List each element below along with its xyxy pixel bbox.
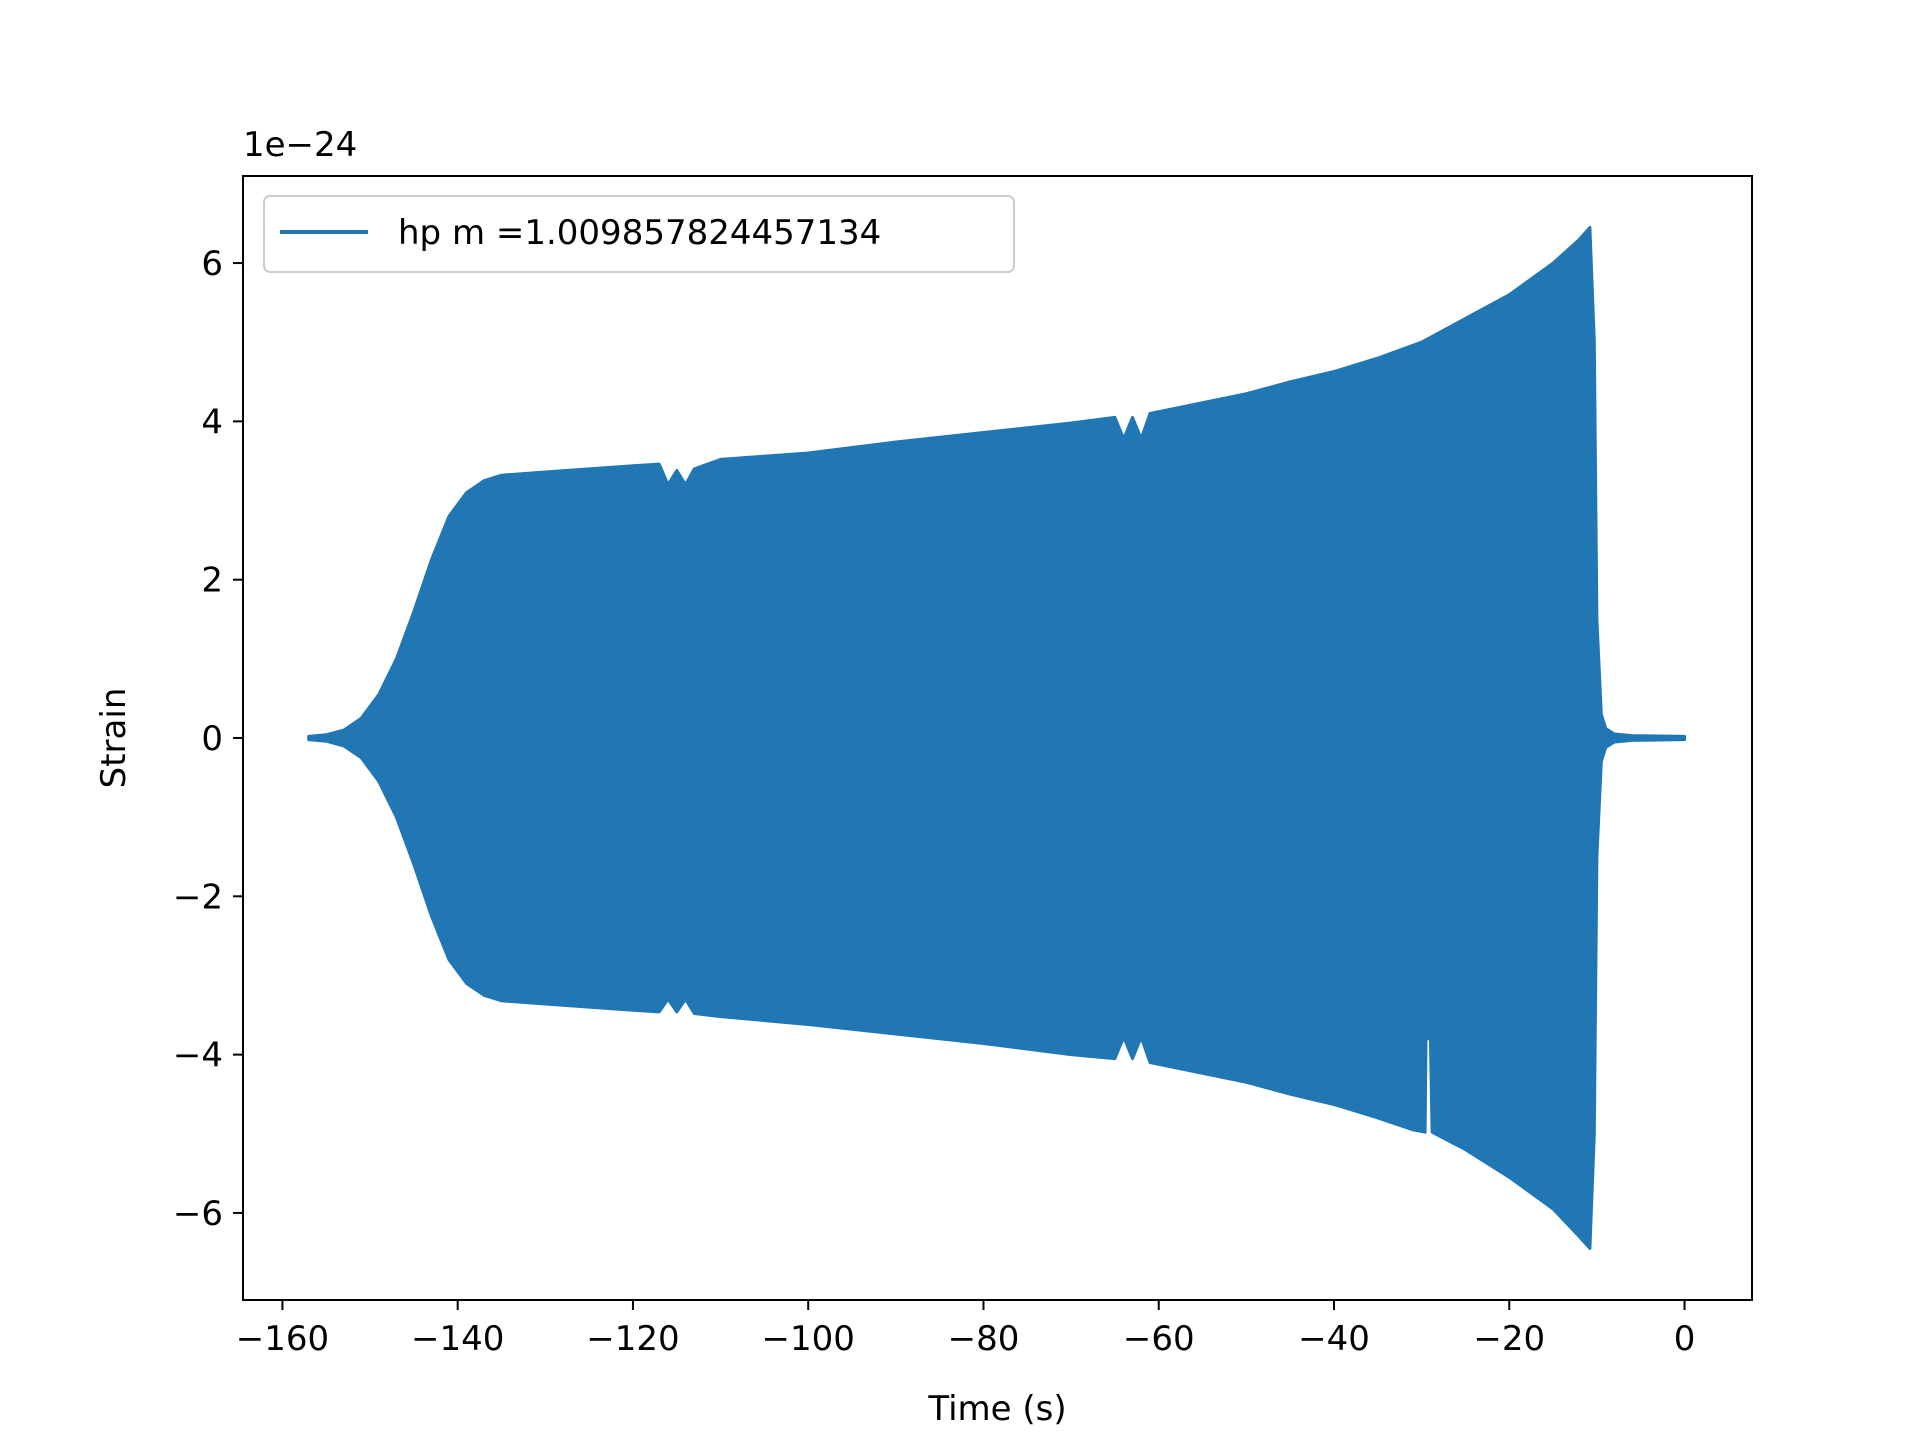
x-axis-ticks: −160 −140 −120 −100 −80 −60 −40 −20 0	[236, 1300, 1696, 1359]
x-tick-label: −100	[762, 1319, 855, 1359]
y-tick-label: 2	[201, 561, 223, 601]
y-tick-label: 6	[201, 244, 223, 284]
y-axis-offset-label: 1e−24	[243, 125, 357, 165]
y-axis-ticks: 6 4 2 0 −2 −4 −6	[173, 244, 243, 1234]
y-tick-label: −4	[173, 1036, 223, 1076]
x-tick-label: −160	[236, 1319, 329, 1359]
x-tick-label: −80	[948, 1319, 1020, 1359]
x-tick-label: −20	[1473, 1319, 1545, 1359]
x-axis-label: Time (s)	[927, 1389, 1066, 1429]
legend-box	[263, 195, 1015, 273]
y-axis-label: Strain	[94, 688, 134, 789]
y-tick-label: 0	[201, 719, 223, 759]
x-tick-label: −120	[586, 1319, 679, 1359]
series-layer	[307, 226, 1686, 1250]
x-tick-label: −60	[1123, 1319, 1195, 1359]
x-tick-label: −140	[411, 1319, 504, 1359]
y-tick-label: 4	[201, 402, 223, 442]
y-tick-label: −6	[173, 1194, 223, 1234]
x-tick-label: −40	[1298, 1319, 1370, 1359]
y-tick-label: −2	[173, 877, 223, 917]
legend: hp m =1.009857824457134	[263, 195, 1015, 273]
x-tick-label: 0	[1674, 1319, 1696, 1359]
legend-label-hp: hp m =1.009857824457134	[398, 213, 881, 253]
